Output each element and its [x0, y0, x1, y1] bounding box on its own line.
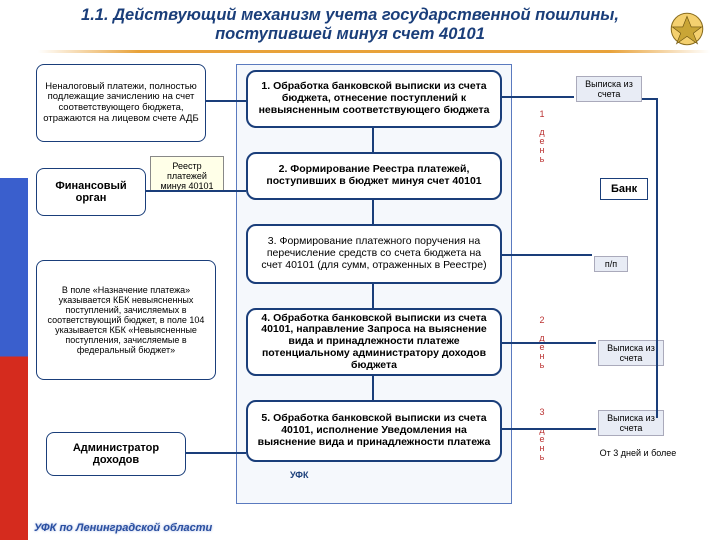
conn-4: [372, 376, 374, 400]
step-2: 2. Формирование Реестра платежей, поступ…: [246, 152, 502, 200]
conn-bank-v: [656, 98, 658, 418]
flag-strip: [0, 0, 28, 540]
vypiska-2: Выписка из счета: [598, 340, 664, 366]
day-3: 3 день: [536, 408, 548, 462]
vypiska-1: Выписка из счета: [576, 76, 642, 102]
conn-l1: [206, 100, 246, 102]
emblem-icon: [666, 8, 708, 50]
page-title: 1.1. Действующий механизм учета государс…: [40, 6, 660, 44]
step-1: 1. Обработка банковской выписки из счета…: [246, 70, 502, 128]
step-5: 5. Обработка банковской выписки из счета…: [246, 400, 502, 462]
step-4: 4. Обработка банковской выписки из счета…: [246, 308, 502, 376]
step-3: 3. Формирование платежного поручения на …: [246, 224, 502, 284]
day-1-text: 1 день: [539, 109, 544, 164]
title-underline: [38, 50, 710, 53]
conn-l3: [186, 452, 246, 454]
conn-r1: [502, 96, 574, 98]
conn-r3: [502, 342, 596, 344]
fin-organ-box: Финансовый орган: [36, 168, 146, 216]
conn-r2: [502, 254, 592, 256]
conn-bank-h1: [642, 98, 656, 100]
conn-r4: [502, 428, 596, 430]
conn-2: [372, 200, 374, 224]
conn-3: [372, 284, 374, 308]
conn-l2: [146, 190, 246, 192]
pp-label: п/п: [594, 256, 628, 272]
ufk-label: УФК: [290, 470, 308, 480]
from-3-days: От 3 дней и более: [588, 448, 688, 458]
day-1: 1 день: [536, 110, 548, 164]
conn-1: [372, 128, 374, 152]
day-3-text: 3 день: [539, 407, 544, 462]
bank-box: Банк: [600, 178, 648, 200]
vypiska-3: Выписка из счета: [598, 410, 664, 436]
note-top: Неналоговый платежи, полностью подлежащи…: [36, 64, 206, 142]
reestr-callout: Реестр платежей минуя 40101: [150, 156, 224, 192]
footer-text: УФК по Ленинградской области: [34, 522, 212, 534]
note-mid: В поле «Назначение платежа» указывается …: [36, 260, 216, 380]
admin-box: Администратор доходов: [46, 432, 186, 476]
